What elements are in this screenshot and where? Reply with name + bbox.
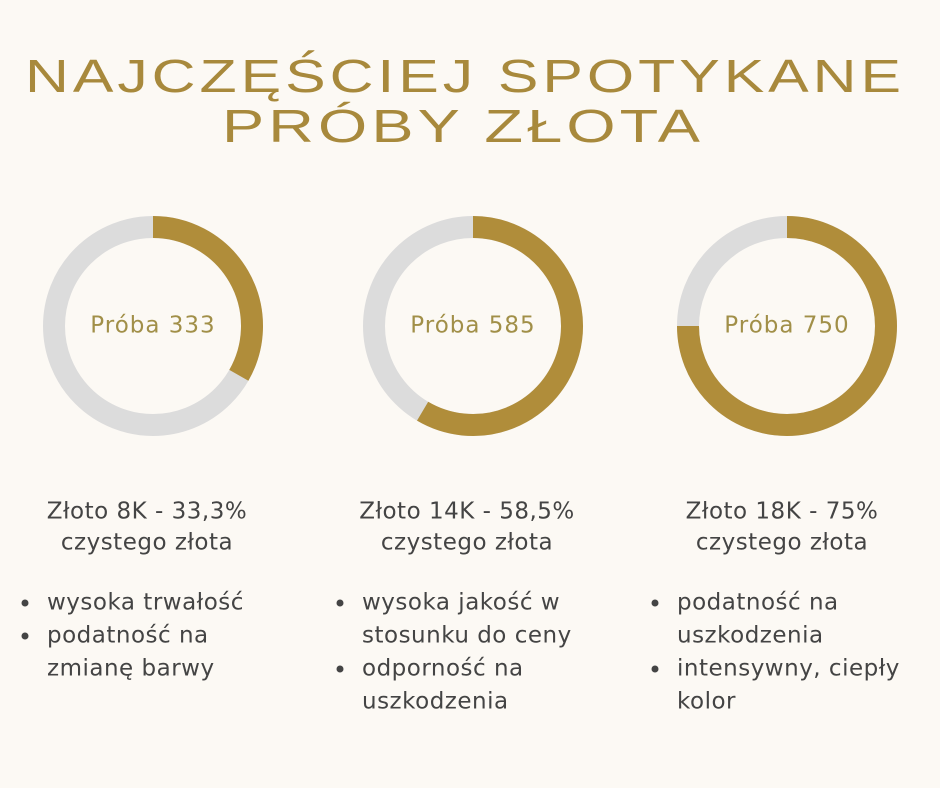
bullet-dot xyxy=(21,632,29,640)
donut-label: Próba 750 xyxy=(724,313,849,339)
title-line: PRÓBY ZŁOTA xyxy=(222,100,704,152)
bullet-text: odporność na xyxy=(362,656,524,682)
bullet-text: wysoka trwałość xyxy=(47,590,244,616)
bullet-dot xyxy=(651,665,659,673)
bullet-text: podatność na xyxy=(677,590,839,616)
donut-label: Próba 585 xyxy=(410,313,535,339)
bullet-text: zmianę barwy xyxy=(47,656,215,682)
bullet-text: uszkodzenia xyxy=(362,689,509,715)
bullet-dot xyxy=(651,599,659,607)
bullet-text: intensywny, ciepły xyxy=(677,656,900,682)
bullet-dot xyxy=(21,599,29,607)
title-line: NAJCZĘŚCIEJ SPOTYKANE xyxy=(25,50,905,102)
caption-line: czystego złota xyxy=(61,530,233,556)
donut-label: Próba 333 xyxy=(90,313,215,339)
bullet-text: stosunku do ceny xyxy=(362,623,572,649)
caption-line: czystego złota xyxy=(696,530,868,556)
bullet-text: uszkodzenia xyxy=(677,623,824,649)
bullet-text: podatność na xyxy=(47,623,209,649)
caption-line: czystego złota xyxy=(381,530,553,556)
caption-line: Złoto 8K - 33,3% xyxy=(47,499,247,525)
donut-arc xyxy=(417,216,583,436)
bullet-text: wysoka jakość w xyxy=(362,590,560,616)
bullet-dot xyxy=(336,599,344,607)
donut-arc xyxy=(677,216,897,436)
caption-line: Złoto 14K - 58,5% xyxy=(359,499,575,525)
caption-line: Złoto 18K - 75% xyxy=(686,499,879,525)
donut-arc xyxy=(152,216,263,381)
bullet-dot xyxy=(336,665,344,673)
bullet-text: kolor xyxy=(677,689,736,715)
